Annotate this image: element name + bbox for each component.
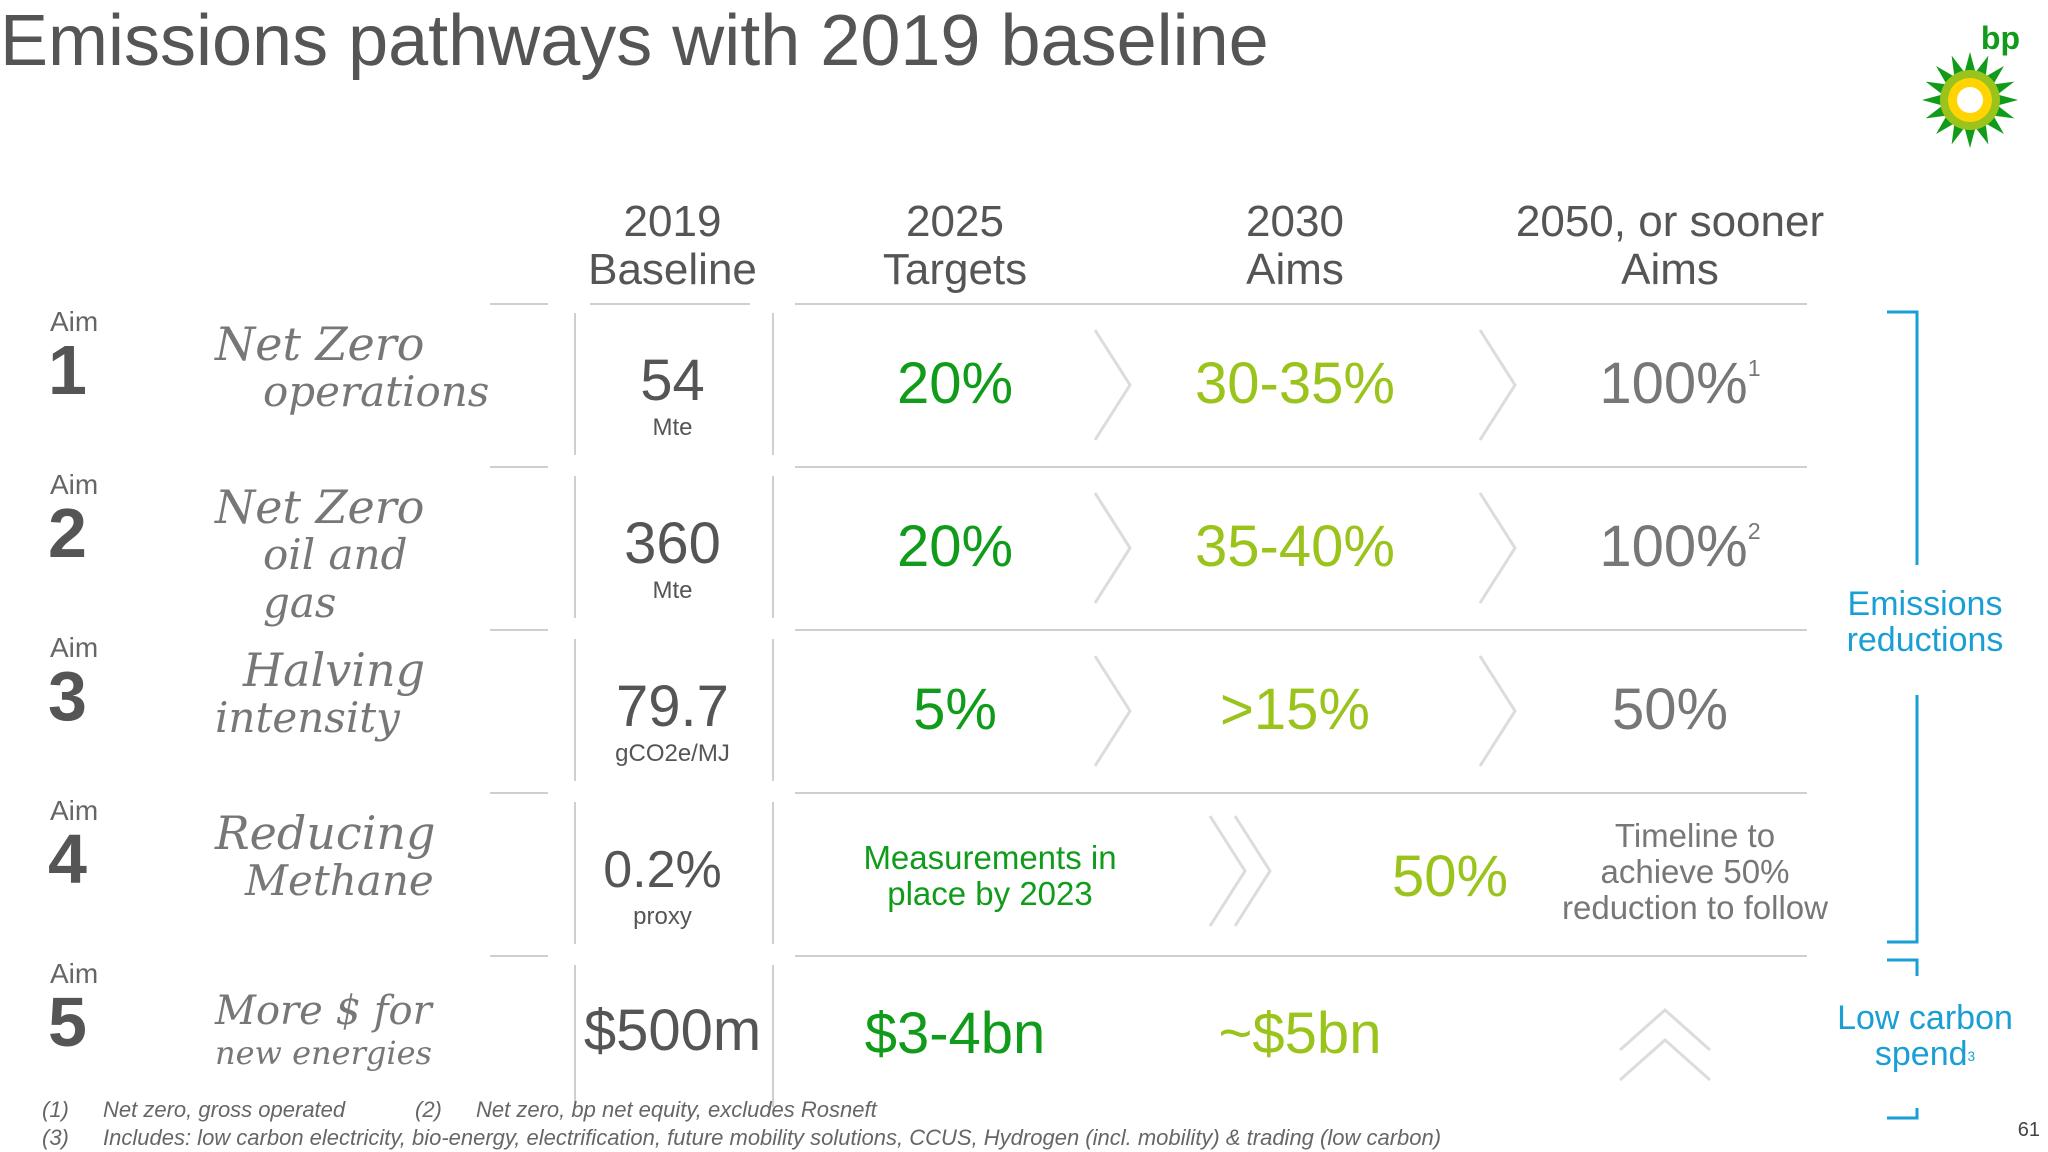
divider — [574, 639, 576, 781]
page-title: Emissions pathways with 2019 baseline — [0, 1, 1269, 81]
chevron-right-icon — [1478, 655, 1517, 767]
chevron-right-icon — [1478, 329, 1517, 441]
target-2025: $3-4bn — [864, 1001, 1046, 1066]
divider — [490, 955, 548, 957]
divider — [772, 476, 774, 618]
target-2025: 20% — [896, 351, 1014, 416]
divider — [795, 629, 1807, 631]
aim-2050: 100%2 — [1599, 514, 1761, 579]
aim-number: 1 — [48, 331, 87, 409]
footnote-3: (3) Includes: low carbon electricity, bi… — [42, 1125, 1442, 1150]
aim-number: 2 — [48, 494, 87, 572]
aim-number: 5 — [48, 983, 87, 1061]
aim-script-title: Net Zero oil and gas — [215, 480, 425, 627]
aim-label: Aim — [50, 632, 99, 663]
divider — [574, 802, 576, 944]
footnote-2: (2) Net zero, bp net equity, excludes Ro… — [415, 1097, 877, 1122]
baseline-value: $500m — [583, 998, 762, 1063]
divider — [772, 313, 774, 455]
bp-logo: bp — [1920, 20, 2030, 150]
aim-script-title: Reducing Methane — [215, 806, 436, 905]
divider — [795, 466, 1807, 468]
target-2025: 5% — [913, 677, 997, 742]
baseline-value: 79.7 gCO2e/MJ — [615, 674, 730, 768]
col-head-2050: 2050, or sooner Aims — [1515, 197, 1825, 294]
chevron-right-icon — [1478, 492, 1517, 604]
aim-script-title: More $ for new energies — [215, 988, 432, 1072]
baseline-value: 0.2% proxy — [603, 841, 722, 930]
bp-logo-text: bp — [1980, 20, 2020, 56]
divider — [795, 792, 1807, 794]
chevron-right-icon — [1093, 329, 1132, 441]
divider — [772, 965, 774, 1107]
col-head-2030: 2030 Aims — [1246, 197, 1344, 294]
page-number: 61 — [2017, 1119, 2040, 1141]
aim-2030: 35-40% — [1195, 514, 1395, 579]
divider — [795, 955, 1807, 957]
aim-2030: 50% — [1391, 844, 1509, 909]
aim-2030: ~$5bn — [1218, 1001, 1382, 1066]
divider — [490, 629, 548, 631]
aim-2030: >15% — [1220, 677, 1370, 742]
target-2025: 20% — [896, 514, 1014, 579]
divider — [590, 303, 750, 305]
divider — [772, 639, 774, 781]
divider — [490, 303, 548, 305]
target-2025-text: Measurements in place by 2023 — [863, 839, 1117, 912]
col-head-2019: 2019 Baseline — [588, 197, 757, 294]
baseline-value: 360 Mte — [624, 511, 721, 605]
divider — [772, 802, 774, 944]
double-chevron-up-icon — [1619, 1007, 1711, 1082]
aim-label: Aim — [50, 795, 99, 826]
baseline-value: 54 Mte — [640, 348, 705, 442]
aim-2050: 50% — [1611, 677, 1729, 742]
aim-number: 4 — [48, 820, 87, 898]
aim-script-title: Net Zero operations — [215, 317, 490, 416]
divider — [490, 466, 548, 468]
emissions-reductions-label: Emissions reductions — [1846, 585, 2004, 659]
double-chevron-right-icon — [1208, 815, 1272, 927]
aim-label: Aim — [50, 306, 99, 337]
divider — [490, 792, 548, 794]
helios-icon — [1922, 52, 2018, 148]
aim-2030: 30-35% — [1195, 351, 1395, 416]
divider — [574, 965, 576, 1107]
divider — [574, 476, 576, 618]
aim-label: Aim — [50, 469, 99, 500]
aim-script-title: Halving intensity — [215, 643, 426, 742]
footnote-1: (1) Net zero, gross operated — [42, 1097, 346, 1122]
chevron-right-icon — [1093, 655, 1132, 767]
emissions-bracket — [1887, 310, 1919, 944]
divider — [795, 303, 1807, 305]
low-carbon-spend-label: Low carbon spend3 — [1837, 999, 2013, 1073]
aim-number: 3 — [48, 657, 87, 735]
aim-2050: 100%1 — [1599, 351, 1761, 416]
chevron-right-icon — [1093, 492, 1132, 604]
divider — [574, 313, 576, 455]
spend-bracket — [1887, 958, 1919, 1120]
col-head-2025: 2025 Targets — [882, 197, 1028, 294]
aim-2050-text: Timeline to achieve 50% reduction to fol… — [1562, 817, 1828, 926]
aim-label: Aim — [50, 958, 99, 989]
